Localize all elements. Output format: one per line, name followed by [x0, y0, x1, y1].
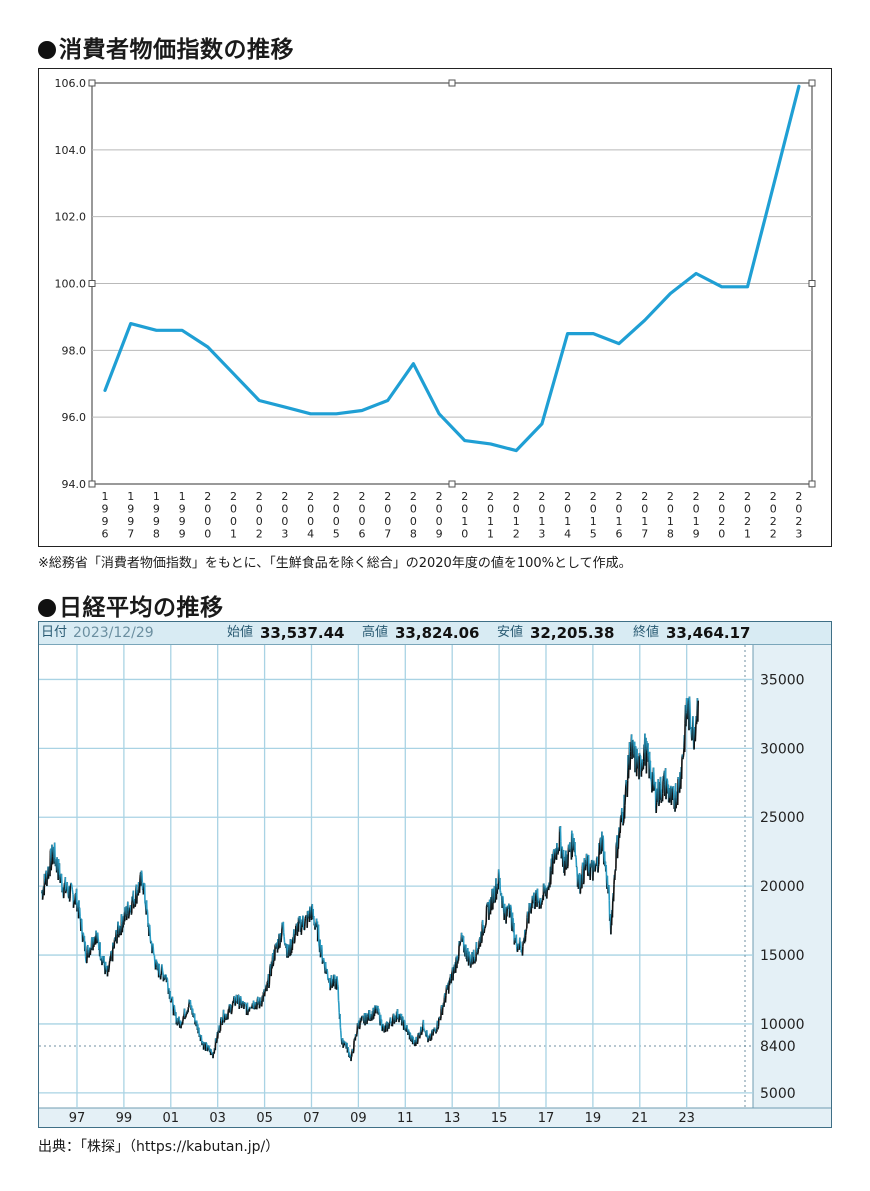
low-label: 安値 — [497, 625, 524, 640]
nikkei-x-axis-panel — [39, 1108, 831, 1127]
nikkei-y-tick-label: 20000 — [760, 879, 805, 895]
nikkei-y-tick-label: 10000 — [760, 1017, 805, 1033]
cpi-chart-svg: 106.0 104.0 102.0 100.0 98.0 96.0 94.0 1 9 9 6 1 9 9 7… — [55, 77, 816, 541]
nikkei-y-tick-label: 30000 — [760, 741, 805, 757]
cpi-resize-handle — [88, 280, 96, 287]
cpi-resize-handle — [448, 79, 456, 87]
date-value: 2023/12/29 — [73, 625, 154, 641]
date-label: 日付 — [41, 625, 68, 640]
cpi-heading: 消費者物価指数の推移 — [38, 30, 294, 64]
cpi-resize-handle — [808, 79, 816, 87]
nikkei-y-tick-label: 35000 — [760, 672, 805, 688]
nikkei-x-tick-label: 99 — [116, 1111, 133, 1126]
nikkei-heading-text: 日経平均の推移 — [59, 595, 224, 621]
source-note: 出典：「株探」（https://kabutan.jp/） — [38, 1139, 280, 1155]
bullet-icon — [38, 41, 56, 59]
cpi-resize-handle — [88, 79, 96, 87]
nikkei-heading: 日経平均の推移 — [38, 588, 224, 622]
nikkei-x-tick-label: 09 — [350, 1111, 367, 1126]
cpi-series-line — [103, 84, 801, 453]
cpi-resize-handle — [88, 480, 96, 488]
close-label: 終値 — [633, 625, 660, 640]
nikkei-chart-svg: 35000 30000 25000 20000 15000 10000 8400 5000 97… — [39, 645, 831, 1127]
nikkei-x-tick-label: 15 — [491, 1111, 508, 1126]
nikkei-x-tick-label: 05 — [256, 1111, 273, 1126]
nikkei-x-tick-label: 23 — [678, 1111, 695, 1126]
low-value: 32,205.38 — [530, 624, 615, 642]
bullet-icon — [38, 599, 56, 617]
cpi-y-tick-label: 104.0 — [55, 144, 87, 157]
nikkei-y-tick-label: 15000 — [760, 948, 805, 964]
cpi-y-tick-label: 94.0 — [62, 478, 87, 491]
nikkei-x-tick-label: 07 — [303, 1111, 320, 1126]
nikkei-x-tick-label: 97 — [69, 1111, 86, 1126]
cpi-resize-handle — [808, 480, 816, 488]
cpi-y-tick-label: 106.0 — [55, 77, 87, 90]
nikkei-x-tick-label: 01 — [163, 1111, 180, 1126]
high-value: 33,824.06 — [395, 624, 480, 642]
nikkei-x-tick-label: 13 — [444, 1111, 461, 1126]
cpi-y-tick-label: 102.0 — [55, 211, 87, 224]
nikkei-x-tick-label: 21 — [632, 1111, 649, 1126]
nikkei-x-tick-label: 11 — [397, 1111, 414, 1126]
cpi-note: ※総務省「消費者物価指数」をもとに、「生鮮食品を除く総合」の2020年度の値を1… — [38, 556, 632, 571]
cpi-y-tick-label: 96.0 — [62, 411, 87, 424]
nikkei-x-tick-label: 19 — [585, 1111, 602, 1126]
nikkei-y-tick-label: 25000 — [760, 810, 805, 826]
nikkei-chart: 日付 2023/12/29 始値 33,537.44 高値 33,824.06 … — [38, 621, 832, 1128]
nikkei-y-tick-label: 5000 — [760, 1086, 796, 1102]
nikkei-quote-bar: 日付 2023/12/29 始値 33,537.44 高値 33,824.06 … — [39, 622, 831, 645]
cpi-y-tick-label: 98.0 — [62, 344, 87, 357]
cpi-chart: 106.0 104.0 102.0 100.0 98.0 96.0 94.0 1 9 9 6 1 9 9 7… — [38, 68, 832, 547]
nikkei-y-tick-label: 8400 — [760, 1039, 796, 1055]
cpi-y-tick-label: 100.0 — [55, 278, 87, 291]
nikkei-y-axis-panel — [753, 645, 831, 1108]
cpi-resize-handle — [808, 280, 816, 287]
nikkei-x-tick-label: 03 — [209, 1111, 226, 1126]
close-value: 33,464.17 — [666, 624, 751, 642]
cpi-resize-handle — [448, 480, 456, 488]
open-value: 33,537.44 — [260, 624, 345, 642]
high-label: 高値 — [362, 625, 389, 640]
open-label: 始値 — [227, 625, 254, 640]
cpi-heading-text: 消費者物価指数の推移 — [59, 37, 294, 63]
nikkei-x-tick-label: 17 — [538, 1111, 555, 1126]
